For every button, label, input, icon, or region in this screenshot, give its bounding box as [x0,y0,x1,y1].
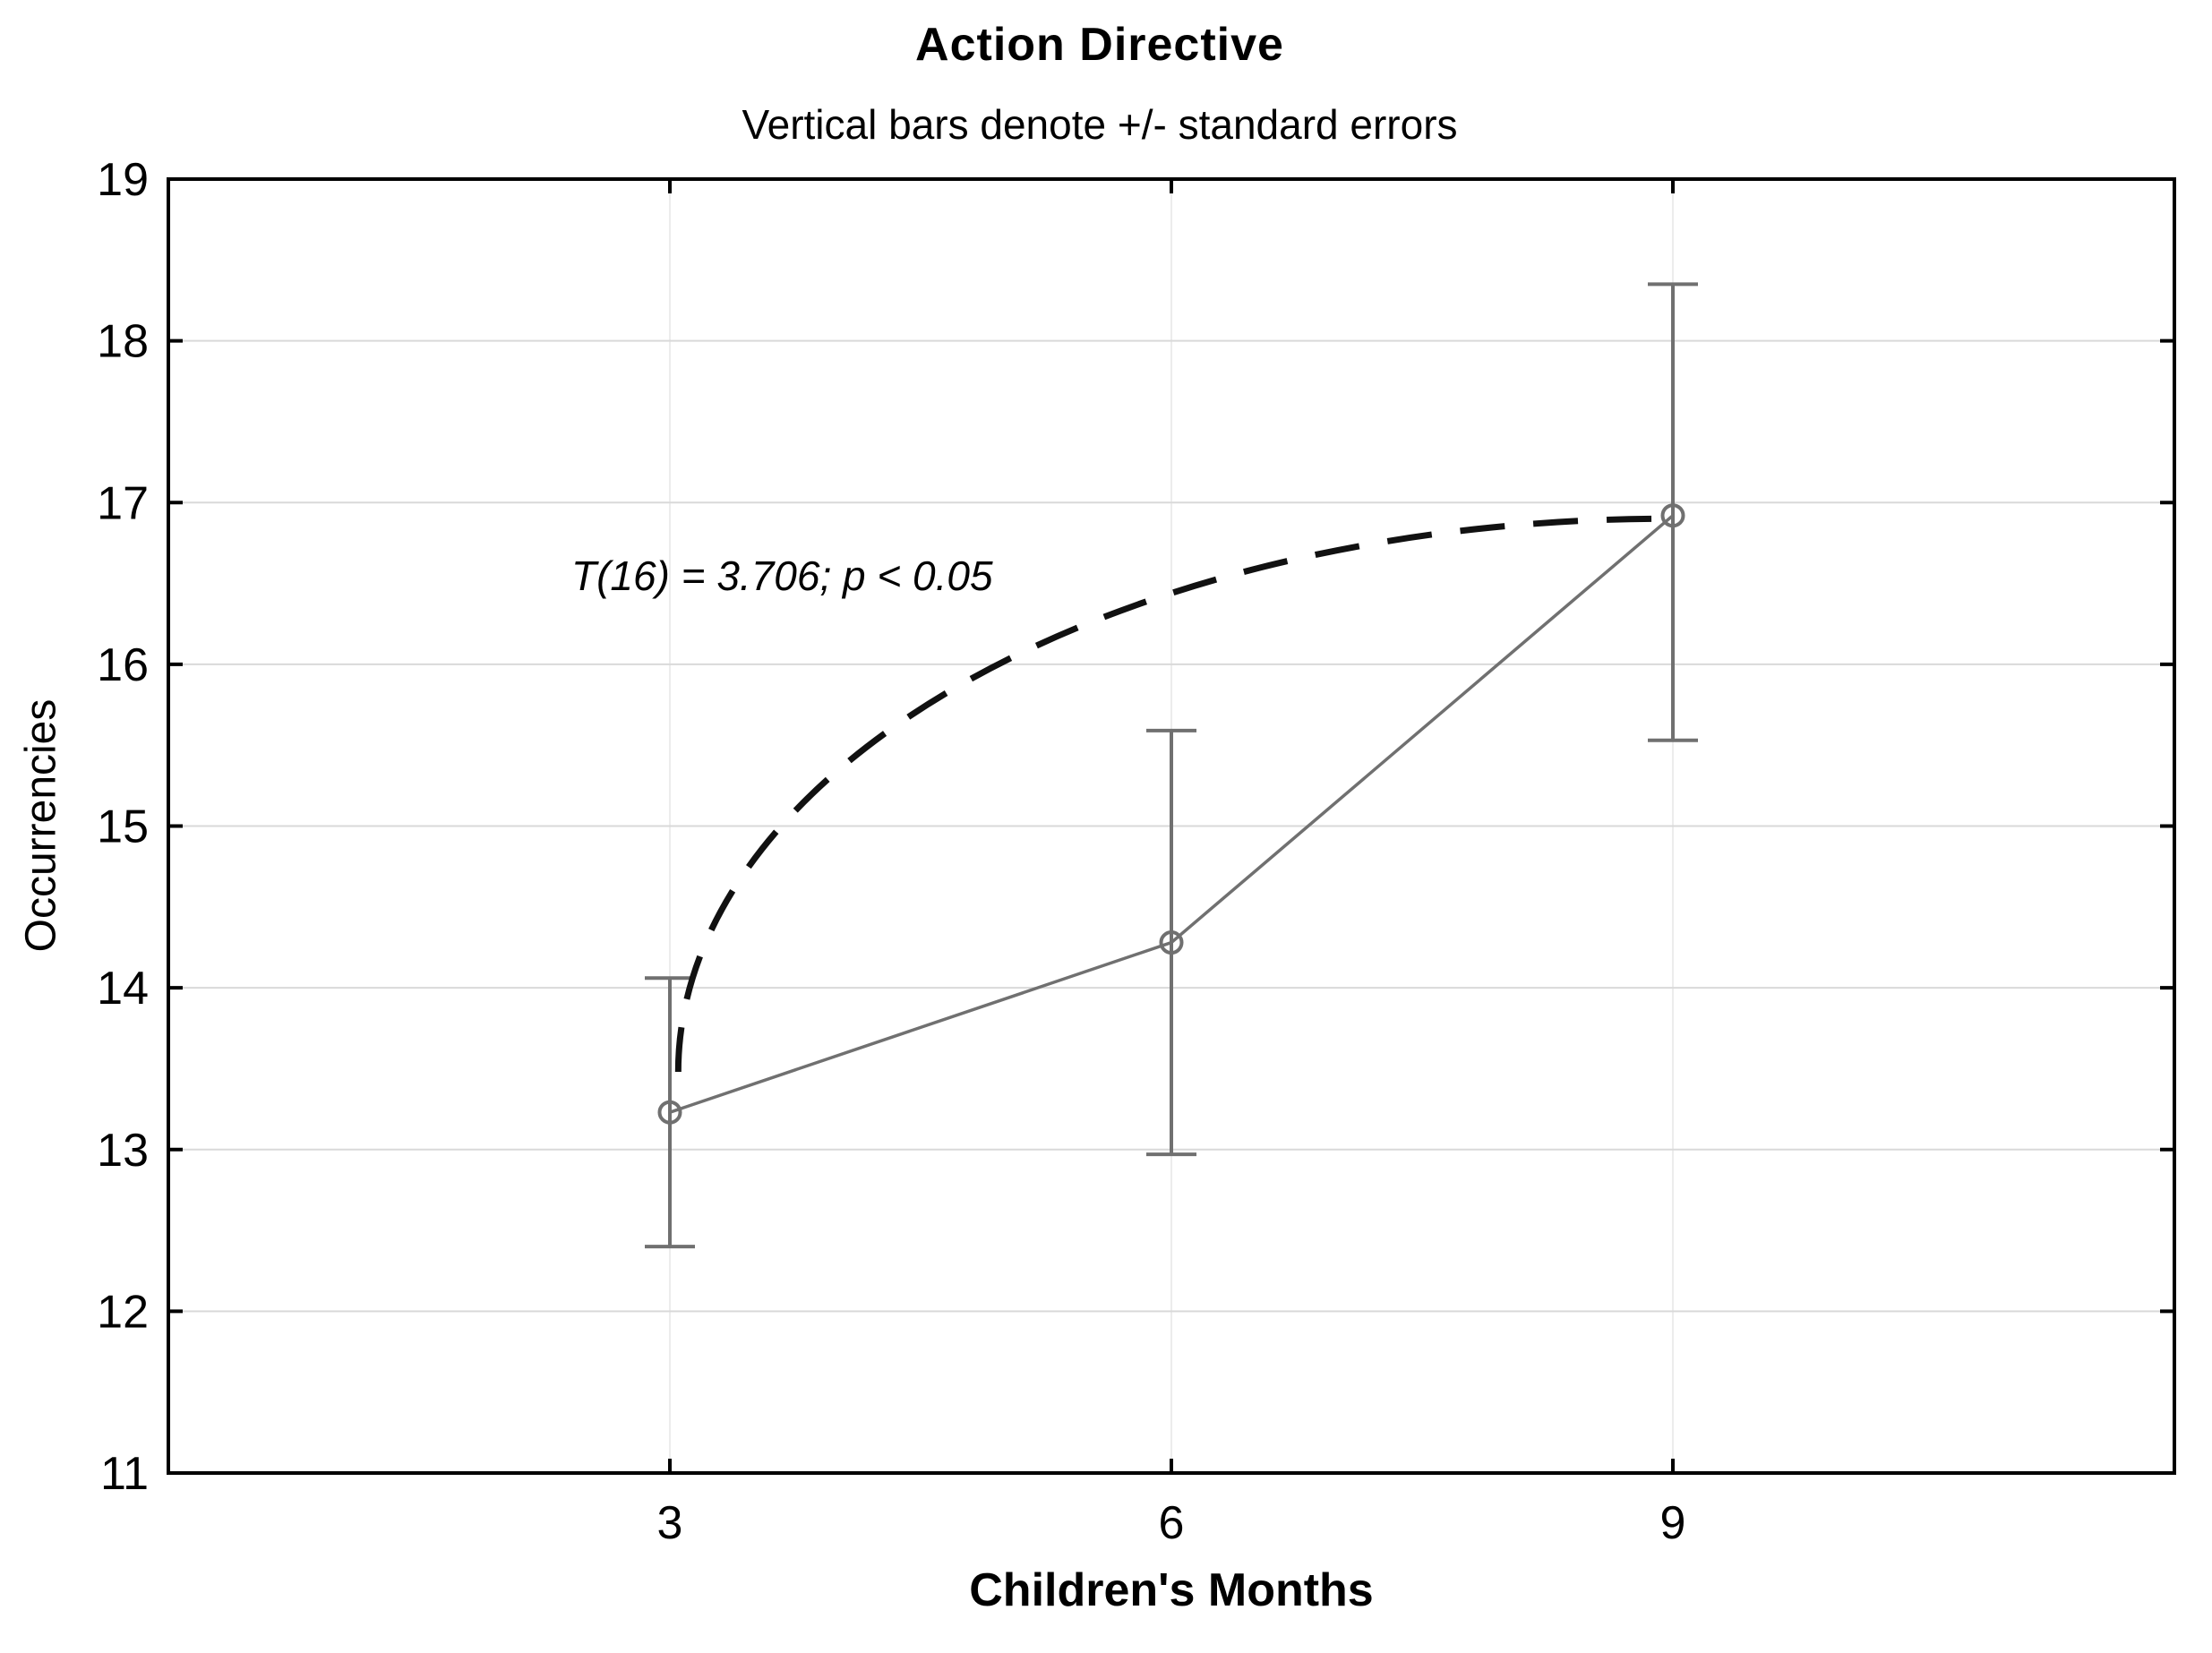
significance-arc [674,515,1667,1073]
y-tick-label: 19 [97,154,149,206]
y-tick-label: 12 [97,1286,149,1338]
x-tick-label: 9 [1660,1497,1686,1549]
y-tick-label: 11 [100,1448,149,1500]
data-point-marker [1660,503,1685,528]
chart-subtitle: Vertical bars denote +/- standard errors [742,101,1458,148]
y-tick-label: 15 [97,801,149,853]
y-tick-label: 16 [97,639,149,691]
chart-title: Action Directive [915,19,1284,71]
data-point-marker [657,1100,682,1125]
y-tick-label: 18 [97,316,149,368]
y-tick-label: 13 [97,1125,149,1177]
x-axis-title: Children's Months [969,1564,1374,1616]
y-tick-label: 14 [97,963,149,1015]
y-axis-title: Occurrencies [17,698,65,953]
x-tick-label: 3 [657,1497,683,1549]
stat-annotation: T(16) = 3.706; p < 0.05 [571,552,993,599]
x-tick-label: 6 [1159,1497,1185,1549]
y-tick-label: 17 [97,477,149,529]
data-point-marker [1159,930,1184,955]
